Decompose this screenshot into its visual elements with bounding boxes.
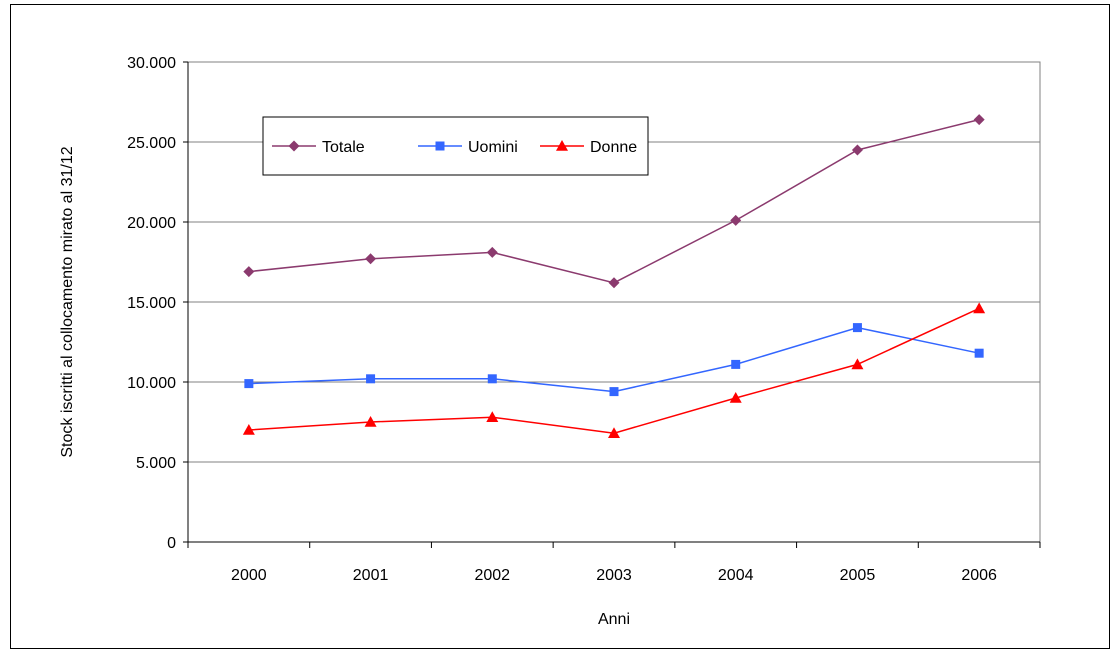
legend-label-donne: Donne — [590, 139, 637, 156]
data-point-totale — [486, 246, 498, 258]
y-tick-label: 25.000 — [127, 135, 176, 152]
data-point-uomini — [244, 379, 254, 389]
series-layer — [242, 114, 986, 438]
x-tick-label: 2005 — [840, 567, 876, 584]
data-point-totale — [243, 266, 255, 278]
legend-marker-donne — [556, 140, 568, 151]
y-tick-label: 10.000 — [127, 375, 176, 392]
data-point-donne — [729, 392, 742, 403]
x-tick-label: 2001 — [353, 567, 389, 584]
data-point-totale — [973, 114, 985, 126]
series-uomini — [244, 323, 984, 397]
data-point-uomini — [487, 374, 497, 384]
legend-label-totale: Totale — [322, 139, 365, 156]
x-tick-label: 2002 — [474, 567, 510, 584]
series-donne — [242, 302, 986, 438]
x-axis-label: Anni — [598, 611, 630, 628]
data-point-donne — [851, 358, 864, 370]
data-point-uomini — [852, 323, 862, 333]
legend-marker-totale — [288, 140, 300, 152]
y-tick-label: 20.000 — [127, 215, 176, 232]
y-tick-label: 5.000 — [136, 455, 176, 472]
data-point-donne — [486, 411, 499, 422]
data-point-donne — [242, 424, 255, 435]
data-point-uomini — [731, 359, 741, 369]
data-point-totale — [608, 277, 620, 289]
x-tick-label: 2000 — [231, 567, 267, 584]
legend-label-uomini: Uomini — [468, 139, 518, 156]
data-point-donne — [364, 416, 377, 427]
legend-marker-uomini — [435, 141, 445, 151]
y-tick-label: 15.000 — [127, 295, 176, 312]
y-axis-label: Stock iscritti al collocamento mirato al… — [59, 146, 76, 457]
y-tick-label: 30.000 — [127, 55, 176, 72]
y-tick-label: 0 — [167, 535, 176, 552]
legend: Totale Uomini Donne — [262, 116, 649, 176]
data-point-uomini — [609, 387, 619, 397]
data-point-donne — [973, 302, 986, 314]
data-point-totale — [851, 144, 863, 156]
data-point-uomini — [366, 374, 376, 384]
series-totale — [243, 114, 985, 289]
data-point-donne — [608, 427, 620, 438]
x-tick-label: 2004 — [718, 567, 754, 584]
x-tick-label: 2006 — [961, 567, 997, 584]
data-point-totale — [730, 214, 742, 226]
data-point-totale — [365, 253, 377, 265]
x-tick-label: 2003 — [596, 567, 632, 584]
data-point-uomini — [974, 348, 984, 358]
axes: 0 5.000 10.000 15.000 20.000 25.000 30.000 2000… — [127, 55, 1041, 584]
